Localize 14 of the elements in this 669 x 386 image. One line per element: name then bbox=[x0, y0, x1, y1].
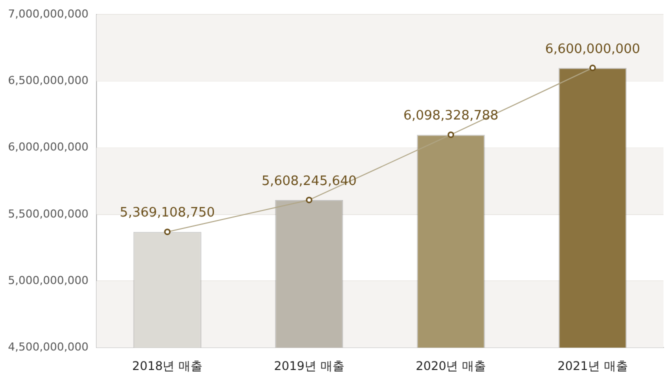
x-tick-label: 2021년 매출 bbox=[557, 358, 628, 373]
x-tick-label: 2018년 매출 bbox=[132, 358, 203, 373]
y-tick-label: 5,500,000,000 bbox=[8, 207, 88, 220]
y-tick-label: 7,000,000,000 bbox=[8, 7, 88, 20]
data-label: 6,098,328,788 bbox=[403, 108, 498, 124]
x-tick-label: 2019년 매출 bbox=[274, 358, 344, 373]
y-tick-label: 5,000,000,000 bbox=[8, 274, 88, 287]
data-label: 5,369,108,750 bbox=[120, 206, 215, 221]
y-tick-label: 6,000,000,000 bbox=[8, 140, 88, 154]
y-tick-label: 6,500,000,000 bbox=[8, 74, 88, 88]
data-label: 5,608,245,640 bbox=[262, 174, 357, 189]
x-tick-label: 2020년 매출 bbox=[416, 358, 486, 373]
data-label: 6,600,000,000 bbox=[545, 42, 640, 57]
y-tick-label: 4,500,000,000 bbox=[8, 340, 88, 354]
